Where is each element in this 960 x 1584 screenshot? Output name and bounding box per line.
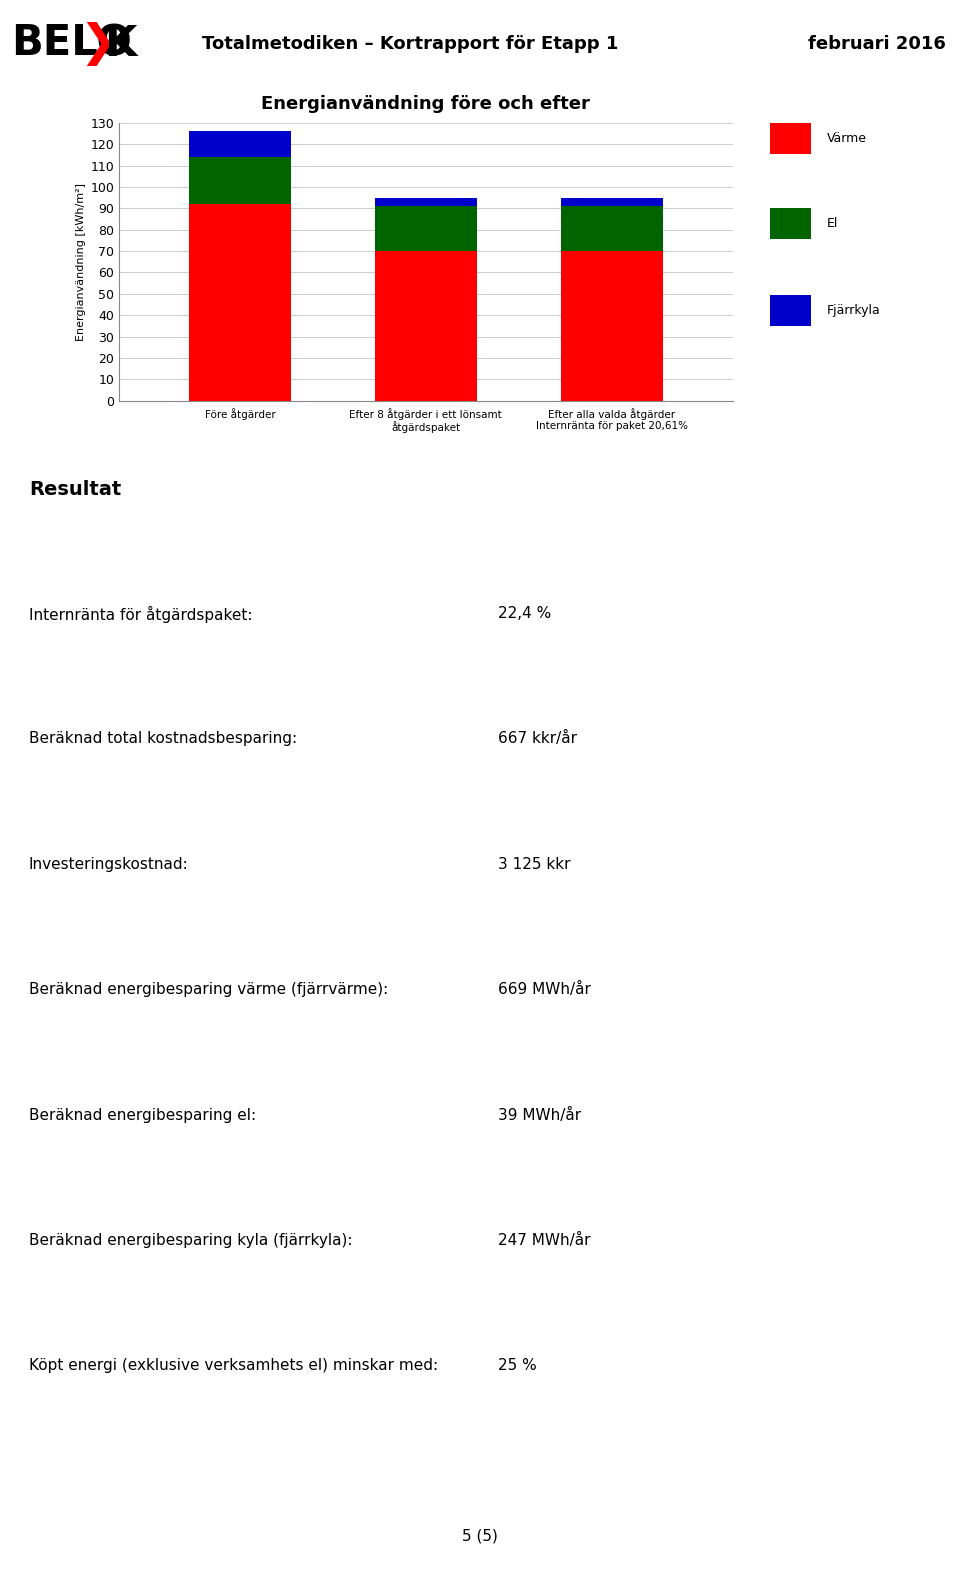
- Text: BELO: BELO: [12, 22, 132, 65]
- Text: Totalmetodiken – Kortrapport för Etapp 1: Totalmetodiken – Kortrapport för Etapp 1: [202, 35, 618, 52]
- FancyBboxPatch shape: [770, 208, 810, 239]
- Text: 25 %: 25 %: [498, 1359, 537, 1373]
- Text: K: K: [104, 22, 136, 65]
- Bar: [189, 204, 291, 401]
- Title: Energianvändning före och efter: Energianvändning före och efter: [261, 95, 590, 112]
- Bar: [561, 250, 663, 401]
- Text: Resultat: Resultat: [29, 480, 121, 499]
- Bar: [374, 250, 477, 401]
- Text: 39 MWh/år: 39 MWh/år: [498, 1107, 581, 1123]
- Text: Beräknad energibesparing värme (fjärrvärme):: Beräknad energibesparing värme (fjärrvär…: [29, 982, 388, 996]
- FancyBboxPatch shape: [770, 295, 810, 326]
- Bar: [374, 206, 477, 250]
- Text: Beräknad energibesparing el:: Beräknad energibesparing el:: [29, 1107, 256, 1123]
- Text: 5 (5): 5 (5): [462, 1529, 498, 1544]
- Text: 667 kkr/år: 667 kkr/år: [498, 732, 577, 746]
- Bar: [189, 131, 291, 157]
- Text: Köpt energi (exklusive verksamhets el) minskar med:: Köpt energi (exklusive verksamhets el) m…: [29, 1359, 438, 1373]
- Text: 3 125 kkr: 3 125 kkr: [498, 857, 570, 871]
- Text: februari 2016: februari 2016: [807, 35, 946, 52]
- Bar: [189, 157, 291, 204]
- Bar: [561, 198, 663, 206]
- Text: ❯: ❯: [80, 22, 117, 65]
- Text: Beräknad total kostnadsbesparing:: Beräknad total kostnadsbesparing:: [29, 732, 297, 746]
- Text: 669 MWh/år: 669 MWh/år: [498, 982, 591, 996]
- Y-axis label: Energianvändning [kWh/m²]: Energianvändning [kWh/m²]: [76, 182, 86, 341]
- Text: Värme: Värme: [827, 131, 867, 146]
- Text: 22,4 %: 22,4 %: [498, 605, 551, 621]
- FancyBboxPatch shape: [770, 124, 810, 154]
- Text: Internränta för åtgärdspaket:: Internränta för åtgärdspaket:: [29, 605, 252, 623]
- Bar: [374, 198, 477, 206]
- Text: Fjärrkyla: Fjärrkyla: [827, 304, 880, 317]
- Text: El: El: [827, 217, 838, 230]
- Text: Beräknad energibesparing kyla (fjärrkyla):: Beräknad energibesparing kyla (fjärrkyla…: [29, 1232, 352, 1248]
- Bar: [561, 206, 663, 250]
- Text: 247 MWh/år: 247 MWh/år: [498, 1232, 590, 1248]
- Text: Investeringskostnad:: Investeringskostnad:: [29, 857, 188, 871]
